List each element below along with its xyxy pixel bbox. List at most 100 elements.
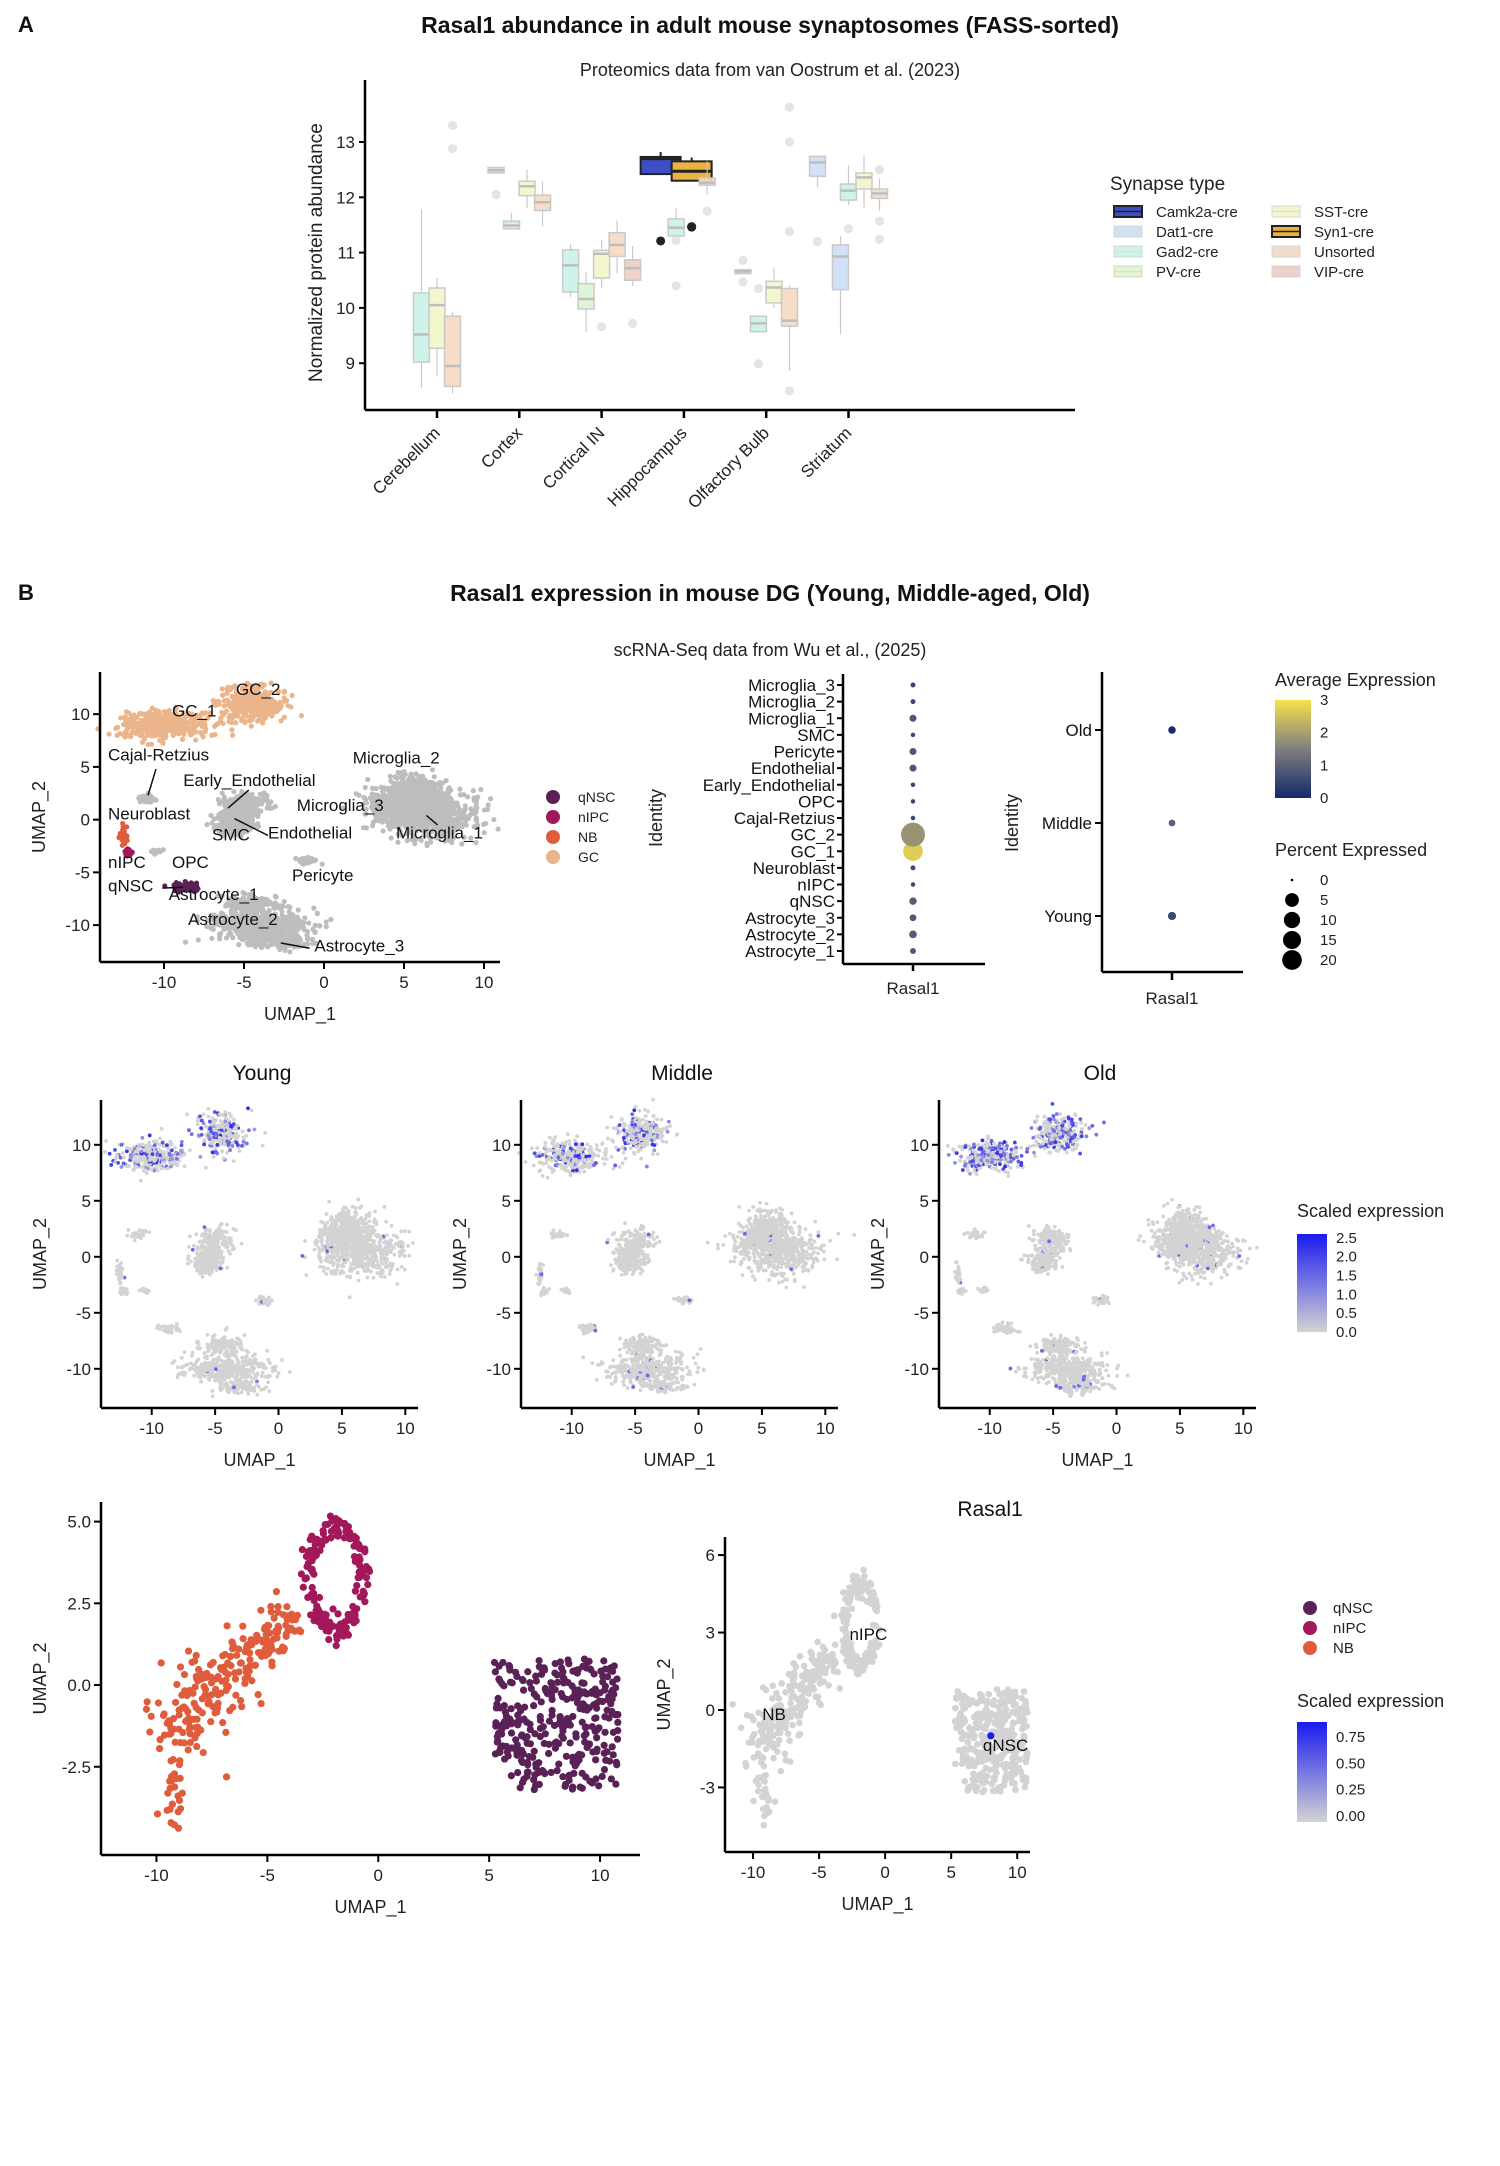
umap-point xyxy=(408,789,414,795)
feature-point xyxy=(224,1115,228,1120)
feature-point xyxy=(205,1332,210,1337)
feature-point xyxy=(154,1139,158,1143)
feature-point xyxy=(211,1116,215,1121)
umap-point xyxy=(250,900,256,906)
feature-point xyxy=(228,1148,232,1153)
umap-point xyxy=(204,923,210,930)
umap-point xyxy=(281,714,287,720)
legend-dot xyxy=(546,830,560,844)
cluster-gc_1 xyxy=(95,704,236,748)
cluster-neuroblast xyxy=(116,820,130,848)
umap-point xyxy=(242,719,248,725)
umap-point xyxy=(395,769,401,776)
cluster-label: Astrocyte_1 xyxy=(169,885,259,904)
feature-point xyxy=(187,1367,192,1372)
outlier-point xyxy=(844,224,853,234)
outlier-point xyxy=(656,236,666,246)
umap-point xyxy=(313,940,319,946)
y-tick-label: Microglia_2 xyxy=(748,693,835,712)
umap-point xyxy=(198,729,204,736)
umap-point xyxy=(257,712,264,718)
umap-point xyxy=(319,861,325,867)
feature-point xyxy=(213,1134,218,1138)
colorbar-tick-label: 2 xyxy=(1320,725,1328,742)
feature-point xyxy=(125,1146,129,1150)
umap-point xyxy=(167,719,173,725)
umap-point xyxy=(295,925,301,931)
x-tick-label: Cerebellum xyxy=(369,423,444,498)
umap-point xyxy=(226,926,232,933)
umap-point xyxy=(404,782,410,788)
feature-point xyxy=(179,1143,184,1148)
umap-point xyxy=(463,822,469,828)
feature-point xyxy=(247,1128,251,1133)
umap-point xyxy=(421,833,428,839)
umap-point xyxy=(233,808,239,814)
feature-point xyxy=(217,1339,222,1344)
box-cortical-in-unsorted xyxy=(608,220,626,274)
umap-point xyxy=(233,720,239,726)
feature-point xyxy=(217,1346,222,1351)
umap-point xyxy=(419,773,426,779)
feature-point xyxy=(253,1352,257,1357)
umap-point xyxy=(323,924,329,930)
umap-point xyxy=(189,711,195,717)
label-leader xyxy=(280,942,310,950)
umap-point xyxy=(213,825,219,831)
umap-point xyxy=(236,691,242,698)
feature-point xyxy=(140,1135,145,1140)
umap-point xyxy=(369,791,375,797)
umap-point xyxy=(219,913,225,919)
umap-point xyxy=(202,728,208,735)
umap-point xyxy=(217,932,223,939)
umap-point xyxy=(416,779,422,785)
outlier-point xyxy=(784,386,794,396)
umap-point xyxy=(272,900,279,907)
feature-point xyxy=(109,1163,114,1167)
umap-point xyxy=(436,834,443,840)
feature-point xyxy=(159,1166,164,1171)
y-tick-label: SMC xyxy=(797,726,835,745)
feature-point xyxy=(227,1346,232,1350)
umap-point xyxy=(306,920,312,926)
feature-point xyxy=(158,1163,163,1168)
y-tick-label: Middle xyxy=(1042,814,1092,833)
umap-point xyxy=(252,935,259,941)
feature-point xyxy=(162,1152,167,1157)
umap-point xyxy=(229,727,235,733)
feature-point xyxy=(244,1362,249,1366)
umap-point xyxy=(363,806,369,812)
umap-point xyxy=(147,709,153,715)
y-tick-label: qNSC xyxy=(790,892,835,911)
feature-point xyxy=(198,1346,202,1351)
y-tick-label: Astrocyte_3 xyxy=(745,909,835,928)
panel-b-subtitle: scRNA-Seq data from Wu et al., (2025) xyxy=(613,640,927,660)
umap-point xyxy=(254,925,260,931)
feature-point xyxy=(166,1147,171,1152)
umap-point xyxy=(123,719,129,725)
umap-point xyxy=(208,912,214,918)
dot-middle xyxy=(1168,819,1176,827)
umap-point xyxy=(157,737,163,744)
umap-point xyxy=(254,909,260,916)
x-tick-label: Olfactory Bulb xyxy=(684,423,773,512)
size-legend-title: Percent Expressed xyxy=(1275,840,1427,860)
feature-point xyxy=(114,1156,118,1161)
outlier-point xyxy=(784,102,794,112)
box-body xyxy=(698,177,716,186)
feature-point xyxy=(118,1281,122,1286)
feature-point xyxy=(229,1114,233,1119)
feature-point xyxy=(233,1126,238,1131)
feature-point xyxy=(252,1389,257,1393)
feature-point xyxy=(174,1328,179,1333)
umap-point xyxy=(317,923,323,929)
umap-point xyxy=(233,904,239,910)
x-tick-label: Cortex xyxy=(477,423,526,472)
feature-point xyxy=(214,1364,219,1368)
feature-point xyxy=(217,1376,221,1381)
umap-point xyxy=(270,710,276,716)
legend-label: Gad2-cre xyxy=(1156,244,1219,261)
legend-item: SST-cre xyxy=(1271,204,1368,221)
umap-point xyxy=(281,689,287,695)
